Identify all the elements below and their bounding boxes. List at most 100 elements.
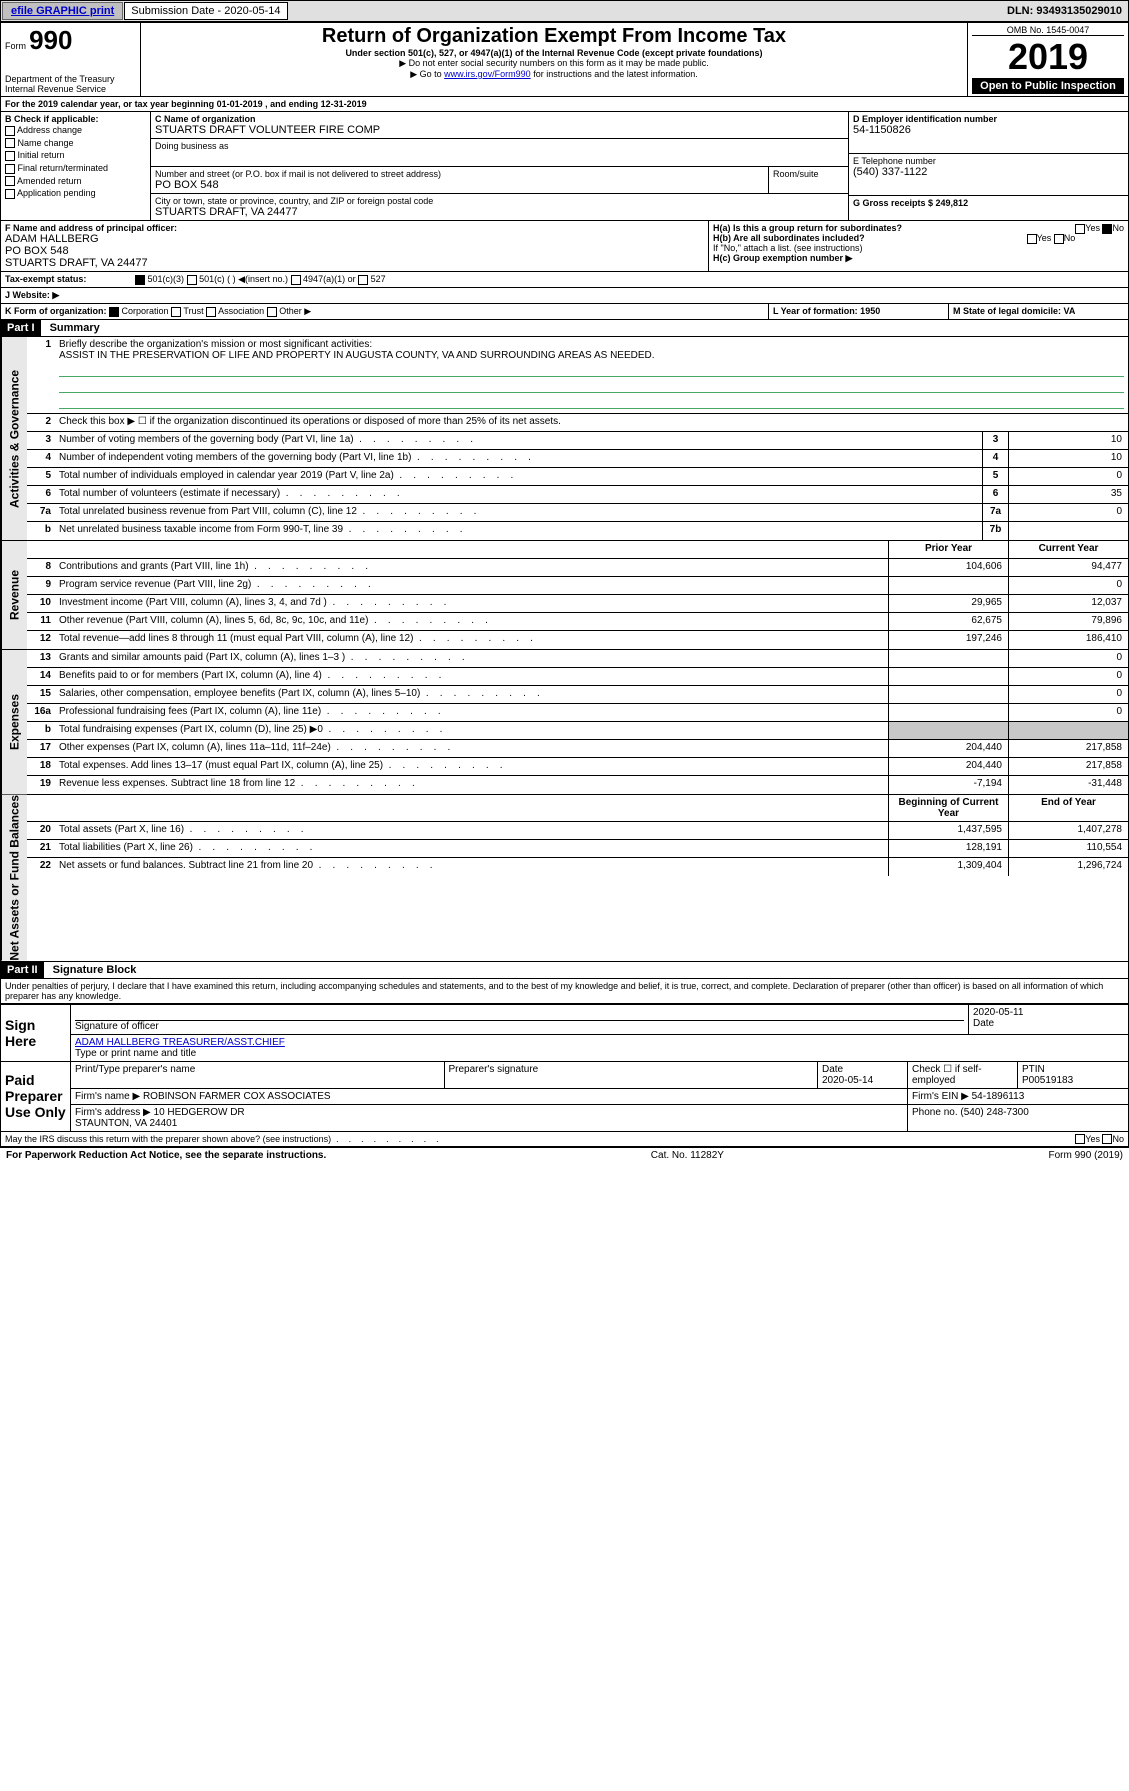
fh-row: F Name and address of principal officer:…: [0, 221, 1129, 272]
box-f-label: F Name and address of principal officer:: [5, 223, 704, 233]
form-header: Form 990 Department of the Treasury Inte…: [0, 22, 1129, 97]
type-name-label: Type or print name and title: [75, 1048, 196, 1059]
part2-title: Signature Block: [47, 962, 143, 978]
gov-line-5: 5 Total number of individuals employed i…: [27, 468, 1128, 486]
efile-button[interactable]: efile GRAPHIC print: [2, 2, 123, 20]
mission-text: ASSIST IN THE PRESERVATION OF LIFE AND P…: [59, 350, 655, 361]
vert-netassets: Net Assets or Fund Balances: [1, 795, 27, 961]
form-word: Form: [5, 41, 26, 51]
gov-line-6: 6 Total number of volunteers (estimate i…: [27, 486, 1128, 504]
line-21: 21 Total liabilities (Part X, line 26) 1…: [27, 840, 1128, 858]
org-name: STUARTS DRAFT VOLUNTEER FIRE COMP: [155, 124, 844, 136]
line-15: 15 Salaries, other compensation, employe…: [27, 686, 1128, 704]
officer-addr2: STUARTS DRAFT, VA 24477: [5, 257, 704, 269]
line-13: 13 Grants and similar amounts paid (Part…: [27, 650, 1128, 668]
k-label: K Form of organization:: [5, 306, 107, 316]
subtitle-1: Under section 501(c), 527, or 4947(a)(1)…: [145, 48, 963, 58]
part2-header: Part II Signature Block: [0, 962, 1129, 979]
open-inspection: Open to Public Inspection: [972, 78, 1124, 94]
box-d-label: D Employer identification number: [853, 114, 1124, 124]
irs-link[interactable]: www.irs.gov/Form990: [444, 69, 531, 79]
footer-left: For Paperwork Reduction Act Notice, see …: [6, 1150, 326, 1161]
hdr-prior: Prior Year: [888, 541, 1008, 558]
box-e-label: E Telephone number: [853, 156, 1124, 166]
dept-treasury: Department of the Treasury Internal Reve…: [5, 74, 136, 94]
hc-label: H(c) Group exemption number ▶: [713, 253, 1124, 264]
section-netassets: Net Assets or Fund Balances Beginning of…: [0, 795, 1129, 962]
dln: DLN: 93493135029010: [1001, 3, 1128, 19]
box-i: Tax-exempt status: 501(c)(3) 501(c) ( ) …: [0, 272, 1129, 288]
form-number: 990: [29, 25, 72, 55]
room-label: Room/suite: [768, 167, 848, 193]
footer: For Paperwork Reduction Act Notice, see …: [0, 1147, 1129, 1163]
hdr-curr: Current Year: [1008, 541, 1128, 558]
box-g: G Gross receipts $ 249,812: [853, 198, 1124, 208]
part1-header: Part I Summary: [0, 320, 1129, 337]
part1-title: Summary: [44, 320, 106, 336]
hdr-beg: Beginning of Current Year: [888, 795, 1008, 821]
i-label: Tax-exempt status:: [1, 272, 131, 287]
hdr-end: End of Year: [1008, 795, 1128, 821]
part2-tag: Part II: [1, 962, 44, 978]
officer-name: ADAM HALLBERG: [5, 233, 704, 245]
info-block: B Check if applicable: Address change Na…: [0, 112, 1129, 221]
gov-line-7a: 7a Total unrelated business revenue from…: [27, 504, 1128, 522]
period-text: For the 2019 calendar year, or tax year …: [1, 97, 371, 111]
line-12: 12 Total revenue—add lines 8 through 11 …: [27, 631, 1128, 649]
addr-label: Number and street (or P.O. box if mail i…: [155, 169, 764, 179]
declaration: Under penalties of perjury, I declare th…: [0, 979, 1129, 1004]
footer-right: Form 990 (2019): [1049, 1150, 1123, 1161]
vert-revenue: Revenue: [1, 541, 27, 649]
self-emp: Check ☐ if self-employed: [908, 1062, 1018, 1088]
line-8: 8 Contributions and grants (Part VIII, l…: [27, 559, 1128, 577]
goto-post: for instructions and the latest informat…: [533, 69, 698, 79]
box-b-label: B Check if applicable:: [5, 114, 99, 124]
box-j: J Website: ▶: [0, 288, 1129, 304]
signature-table: Sign Here Signature of officer 2020-05-1…: [0, 1004, 1129, 1132]
line-10: 10 Investment income (Part VIII, column …: [27, 595, 1128, 613]
section-governance: Activities & Governance 1 Briefly descri…: [0, 337, 1129, 541]
line-18: 18 Total expenses. Add lines 13–17 (must…: [27, 758, 1128, 776]
city-label: City or town, state or province, country…: [155, 196, 844, 206]
line-22: 22 Net assets or fund balances. Subtract…: [27, 858, 1128, 876]
box-l: L Year of formation: 1950: [768, 304, 948, 319]
goto-pre: ▶ Go to: [410, 69, 444, 79]
line-19: 19 Revenue less expenses. Subtract line …: [27, 776, 1128, 794]
omb-number: OMB No. 1545-0047: [972, 25, 1124, 36]
line-20: 20 Total assets (Part X, line 16) 1,437,…: [27, 822, 1128, 840]
tax-year: 2019: [972, 36, 1124, 78]
gov-line-3: 3 Number of voting members of the govern…: [27, 432, 1128, 450]
prep-sig-label: Preparer's signature: [445, 1062, 819, 1088]
org-address: PO BOX 548: [155, 179, 764, 191]
box-c-name-label: C Name of organization: [155, 114, 844, 124]
hb-label: H(b) Are all subordinates included?: [713, 233, 865, 243]
line-14: 14 Benefits paid to or for members (Part…: [27, 668, 1128, 686]
officer-printed[interactable]: ADAM HALLBERG TREASURER/ASST.CHIEF: [75, 1037, 285, 1048]
j-label: J Website: ▶: [1, 288, 63, 303]
dba-label: Doing business as: [155, 141, 844, 151]
org-city: STUARTS DRAFT, VA 24477: [155, 206, 844, 218]
subtitle-2: ▶ Do not enter social security numbers o…: [145, 58, 963, 69]
form-title: Return of Organization Exempt From Incom…: [145, 25, 963, 48]
ein: 54-1150826: [853, 124, 1124, 136]
section-expenses: Expenses 13 Grants and similar amounts p…: [0, 650, 1129, 795]
phone: (540) 337-1122: [853, 166, 1124, 178]
vert-governance: Activities & Governance: [1, 337, 27, 540]
vert-expenses: Expenses: [1, 650, 27, 794]
line-11: 11 Other revenue (Part VIII, column (A),…: [27, 613, 1128, 631]
sig-officer-label: Signature of officer: [75, 1021, 159, 1032]
box-b: B Check if applicable: Address change Na…: [1, 112, 151, 220]
submission-date: Submission Date - 2020-05-14: [124, 2, 287, 20]
line-16a: 16a Professional fundraising fees (Part …: [27, 704, 1128, 722]
discuss-row: May the IRS discuss this return with the…: [0, 1132, 1129, 1148]
section-revenue: Revenue Prior Year Current Year 8 Contri…: [0, 541, 1129, 650]
klm-row: K Form of organization: Corporation Trus…: [0, 304, 1129, 320]
period-row: For the 2019 calendar year, or tax year …: [0, 97, 1129, 112]
hb-note: If "No," attach a list. (see instruction…: [713, 243, 1124, 253]
line-9: 9 Program service revenue (Part VIII, li…: [27, 577, 1128, 595]
ha-label: H(a) Is this a group return for subordin…: [713, 223, 902, 233]
l1-desc: Briefly describe the organization's miss…: [59, 339, 372, 350]
l2-desc: Check this box ▶ ☐ if the organization d…: [55, 414, 1128, 431]
line-b: b Total fundraising expenses (Part IX, c…: [27, 722, 1128, 740]
box-m: M State of legal domicile: VA: [948, 304, 1128, 319]
